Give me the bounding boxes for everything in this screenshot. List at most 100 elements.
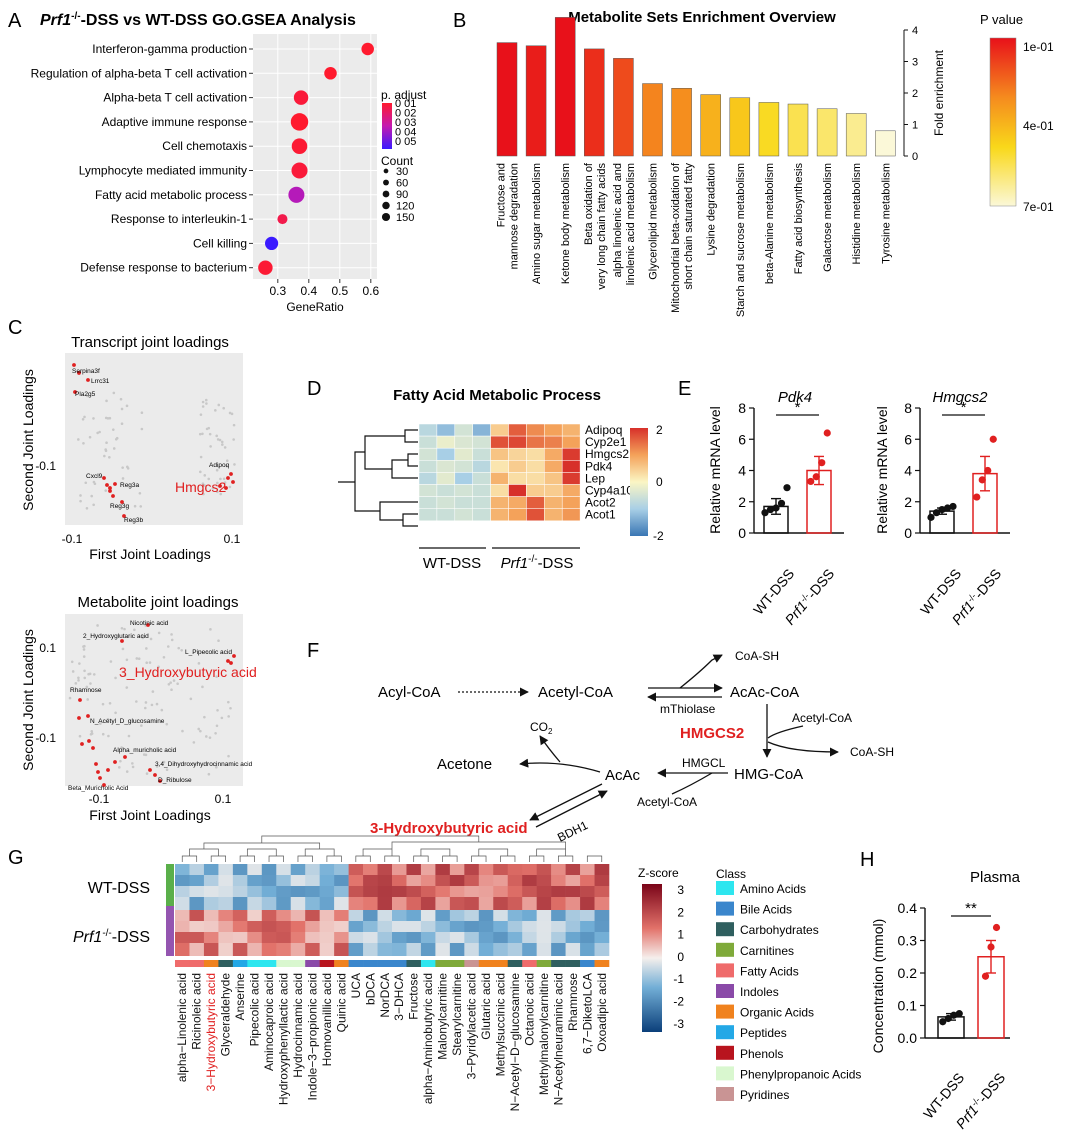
tick-label: -0.1 — [35, 459, 56, 473]
term-dot — [290, 113, 309, 131]
tick-label: 8 — [904, 400, 912, 416]
loading-point — [119, 397, 123, 401]
heatmap-cell — [377, 932, 393, 943]
loading-point — [135, 657, 139, 660]
loading-point — [230, 412, 234, 416]
heatmap-cell — [544, 435, 563, 449]
loading-point — [143, 706, 147, 710]
loading-point — [120, 407, 124, 411]
heatmap-cell — [594, 932, 610, 943]
class-color-cell — [218, 960, 234, 967]
panel-e-title-pdk4: Pdk4 — [778, 389, 812, 406]
loading-point — [138, 491, 142, 495]
heatmap-cell — [305, 886, 320, 897]
heatmap-cell — [526, 435, 545, 449]
node-acetyl-coa-out: Acetyl-CoA — [637, 795, 697, 809]
heatmap-cell — [348, 921, 364, 932]
tick-label: 0.5 — [331, 284, 348, 298]
term-dot — [361, 42, 374, 56]
data-point — [823, 429, 831, 437]
loading-point — [79, 494, 82, 497]
highlighted-loading-point — [232, 654, 236, 658]
loading-point — [120, 746, 123, 749]
loading-point — [155, 765, 159, 768]
heatmap-cell — [522, 932, 537, 943]
panel-g-metabolite-heatmap: WT-DSS Prf1-/--DSS alpha−Linolenic acid R… — [73, 835, 861, 1112]
tick-label: 4 — [738, 463, 746, 479]
heatmap-cell — [580, 886, 595, 897]
metabolite-label: N−Acetyl−D−glucosamine — [508, 973, 522, 1112]
loading-point — [203, 484, 206, 487]
heatmap-cell — [472, 472, 491, 485]
metabolite-label: bDCA — [363, 973, 377, 1005]
class-swatch — [716, 1087, 734, 1101]
tick-label: 0 — [912, 151, 918, 163]
loading-point — [101, 732, 105, 736]
data-point — [772, 504, 780, 512]
panel-c-top-ylabel: Second Joint Loadings — [20, 369, 36, 511]
heatmap-cell — [420, 886, 436, 897]
loading-point — [92, 480, 96, 484]
loading-point — [222, 477, 226, 481]
heatmap-cell — [449, 910, 465, 921]
heatmap-cell — [551, 864, 566, 875]
node-acyl-coa: Acyl-CoA — [378, 684, 441, 701]
heatmap-cell — [232, 932, 248, 943]
heatmap-cell — [189, 921, 205, 932]
loading-point — [162, 760, 166, 764]
panel-letter-d: D — [307, 378, 321, 400]
heatmap-cell — [436, 447, 456, 461]
data-point — [987, 943, 995, 951]
heatmap-cell — [334, 910, 349, 921]
panel-letter-g: G — [8, 847, 24, 869]
heatmap-cell — [490, 472, 509, 485]
enzyme-mthiolase: mThiolase — [660, 702, 716, 716]
highlighted-loading-point — [80, 742, 84, 746]
category-label: alpha linolenic acid and — [612, 163, 624, 277]
heatmap-cell — [508, 508, 527, 522]
heatmap-cell — [522, 943, 537, 956]
panel-a-xlabel: GeneRatio — [286, 300, 344, 314]
loading-point — [201, 482, 205, 486]
loading-label: Reg3b — [124, 517, 144, 524]
heatmap-cell — [406, 943, 422, 956]
panel-e-qpcr: Pdk4 Hmgcs2 Relative mRNA level Relative… — [707, 389, 1010, 628]
heatmap-cell — [536, 886, 552, 897]
heatmap-cell — [449, 864, 465, 875]
loading-label: Cxcl9 — [86, 473, 103, 480]
loading-point — [216, 481, 219, 485]
loading-point — [205, 402, 208, 405]
panel-c-bottom-title: Metabolite joint loadings — [78, 594, 239, 611]
tick-label: 1 — [677, 928, 684, 942]
legend-label: 1e-01 — [1023, 40, 1054, 54]
heatmap-cell — [418, 472, 438, 485]
heatmap-cell — [536, 875, 552, 886]
loading-label: L_Pipecolic acid — [185, 649, 232, 656]
heatmap-cell — [305, 864, 320, 875]
heatmap-cell — [276, 932, 292, 943]
heatmap-cell — [449, 921, 465, 932]
heatmap-cell — [319, 910, 335, 921]
tick-label: 2 — [677, 905, 684, 919]
heatmap-cell — [232, 875, 248, 886]
loading-point — [180, 648, 183, 652]
enrichment-bar — [554, 17, 576, 157]
loading-label: Reg3a — [120, 482, 140, 489]
loading-point — [114, 676, 117, 680]
class-color-cell — [536, 960, 552, 967]
loading-point — [211, 487, 215, 490]
loading-point — [99, 722, 102, 725]
gene-label: Acot1 — [585, 508, 616, 522]
heatmap-cell — [418, 447, 438, 461]
heatmap-cell — [377, 875, 393, 886]
heatmap-cell — [436, 484, 456, 497]
tick-label: 0.1 — [224, 532, 241, 546]
heatmap-cell — [189, 864, 205, 875]
class-color-cell — [334, 960, 349, 967]
loading-point — [192, 741, 196, 744]
class-swatch — [716, 984, 734, 998]
loading-point — [85, 506, 89, 510]
heatmap-cell — [261, 932, 277, 943]
loading-point — [233, 463, 236, 466]
loading-point — [86, 394, 89, 398]
